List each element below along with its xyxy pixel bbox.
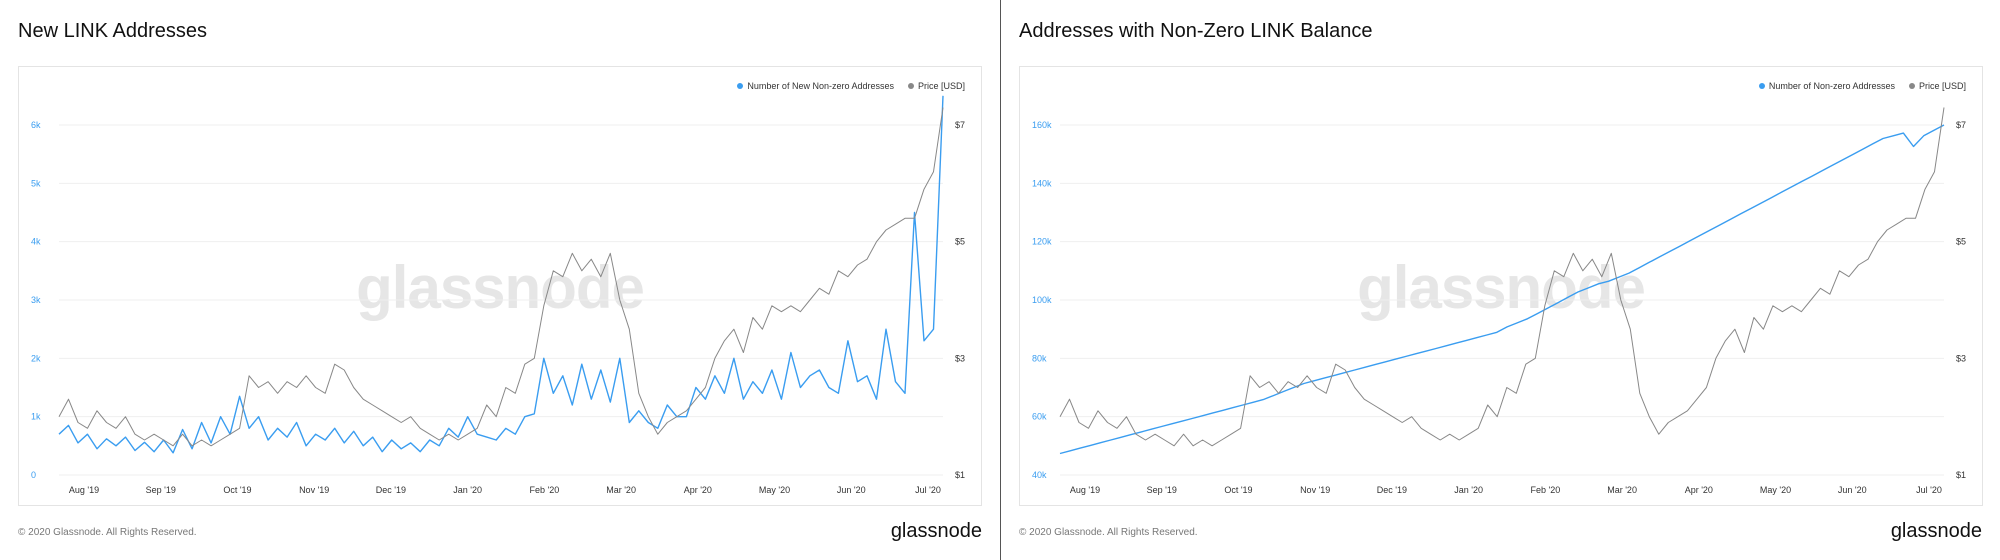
legend-item-addresses[interactable]: Number of New Non-zero Addresses — [737, 81, 894, 91]
x-tick-label: Jan '20 — [453, 485, 482, 495]
watermark: glassnode — [356, 254, 645, 321]
brand-logo: glassnode — [890, 520, 982, 542]
legend-dot-blue-icon — [737, 83, 744, 89]
chart-frame: glassnode Number of Non-zero Addresses P… — [1019, 66, 1983, 506]
y-right-tick-label: $7 — [955, 120, 965, 130]
legend-label: Number of Non-zero Addresses — [1768, 81, 1895, 91]
legend-label: Price [USD] — [1918, 81, 1966, 91]
legend-dot-gray-icon — [1908, 83, 1915, 89]
series-line-addresses — [58, 95, 944, 454]
y-left-tick-label: 80k — [1032, 353, 1047, 363]
legend-label: Number of New Non-zero Addresses — [747, 81, 894, 91]
y-left-tick-label: 120k — [1032, 237, 1052, 247]
y-left-tick-label: 6k — [31, 120, 41, 130]
x-tick-label: Dec '19 — [376, 485, 406, 495]
y-right-tick-label: $5 — [955, 237, 965, 247]
x-tick-label: Aug '19 — [1070, 485, 1100, 495]
x-tick-label: Apr '20 — [1685, 485, 1713, 495]
y-right-tick-label: $7 — [1956, 120, 1966, 130]
watermark: glassnode — [1357, 254, 1646, 321]
x-tick-label: Aug '19 — [69, 485, 99, 495]
x-tick-label: Dec '19 — [1377, 485, 1407, 495]
y-right-tick-label: $1 — [1956, 470, 1966, 480]
y-left-tick-label: 60k — [1032, 412, 1047, 422]
chart-plot: 0 1k 2k 3k 4k 5k 6k $1 $3 $5 $7 Aug '19 Sep '19 Oct '… — [31, 95, 965, 495]
x-tick-label: Jul '20 — [915, 485, 941, 495]
y-left-tick-label: 40k — [1032, 470, 1047, 480]
y-left-tick-label: 1k — [31, 412, 41, 422]
series-line-price — [1059, 107, 1945, 447]
x-tick-label: Nov '19 — [299, 485, 329, 495]
y-right-tick-label: $1 — [955, 470, 965, 480]
chart-plot: 40k 60k 80k 100k 120k 140k 160k $1 $3 $5 $7 Aug '19… — [1032, 107, 1966, 495]
legend: Number of Non-zero Addresses Price [USD] — [1758, 81, 1966, 91]
x-tick-label: May '20 — [759, 485, 790, 495]
y-left-tick-label: 100k — [1032, 295, 1052, 305]
y-left-tick-label: 140k — [1032, 178, 1052, 188]
y-right-tick-label: $5 — [1956, 237, 1966, 247]
chart-title: Addresses with Non-Zero LINK Balance — [1019, 20, 1373, 42]
x-tick-label: Apr '20 — [684, 485, 712, 495]
chart-frame: glassnode Number of New Non-zero Address… — [18, 66, 982, 506]
y-right-tick-label: $3 — [1956, 353, 1966, 363]
x-tick-label: Sep '19 — [146, 485, 176, 495]
copyright: © 2020 Glassnode. All Rights Reserved. — [1019, 527, 1198, 538]
x-tick-label: Jul '20 — [1916, 485, 1942, 495]
y-left-tick-label: 5k — [31, 178, 41, 188]
x-tick-label: May '20 — [1760, 485, 1791, 495]
legend-item-price[interactable]: Price [USD] — [907, 81, 965, 91]
legend-item-price[interactable]: Price [USD] — [1908, 81, 1966, 91]
y-left-tick-label: 0 — [31, 470, 36, 480]
series-line-price — [58, 107, 944, 447]
y-left-tick-label: 3k — [31, 295, 41, 305]
copyright: © 2020 Glassnode. All Rights Reserved. — [18, 527, 197, 538]
x-tick-label: Oct '19 — [223, 485, 251, 495]
chart-panel-new-addresses: New LINK Addresses glassnode Number of N… — [18, 20, 982, 542]
x-tick-label: Feb '20 — [1530, 485, 1560, 495]
x-tick-label: Jan '20 — [1454, 485, 1483, 495]
y-left-tick-label: 160k — [1032, 120, 1052, 130]
brand-logo: glassnode — [1890, 520, 1982, 542]
series-line-addresses — [1059, 124, 1945, 455]
x-tick-label: Oct '19 — [1224, 485, 1252, 495]
x-tick-label: Mar '20 — [1607, 485, 1637, 495]
y-right-tick-label: $3 — [955, 353, 965, 363]
legend-item-addresses[interactable]: Number of Non-zero Addresses — [1758, 81, 1895, 91]
legend-label: Price [USD] — [917, 81, 965, 91]
x-tick-label: Feb '20 — [529, 485, 559, 495]
chart-title: New LINK Addresses — [18, 20, 207, 42]
y-left-tick-label: 4k — [31, 237, 41, 247]
x-tick-label: Jun '20 — [1838, 485, 1867, 495]
x-tick-label: Sep '19 — [1147, 485, 1177, 495]
y-left-tick-label: 2k — [31, 353, 41, 363]
panel-divider — [1000, 0, 1001, 560]
legend: Number of New Non-zero Addresses Price [… — [737, 81, 965, 91]
chart-panel-nonzero-balance: Addresses with Non-Zero LINK Balance gla… — [1001, 0, 2000, 560]
legend-dot-blue-icon — [1758, 83, 1765, 89]
x-tick-label: Mar '20 — [606, 485, 636, 495]
legend-dot-gray-icon — [907, 83, 914, 89]
x-tick-label: Jun '20 — [837, 485, 866, 495]
x-tick-label: Nov '19 — [1300, 485, 1330, 495]
